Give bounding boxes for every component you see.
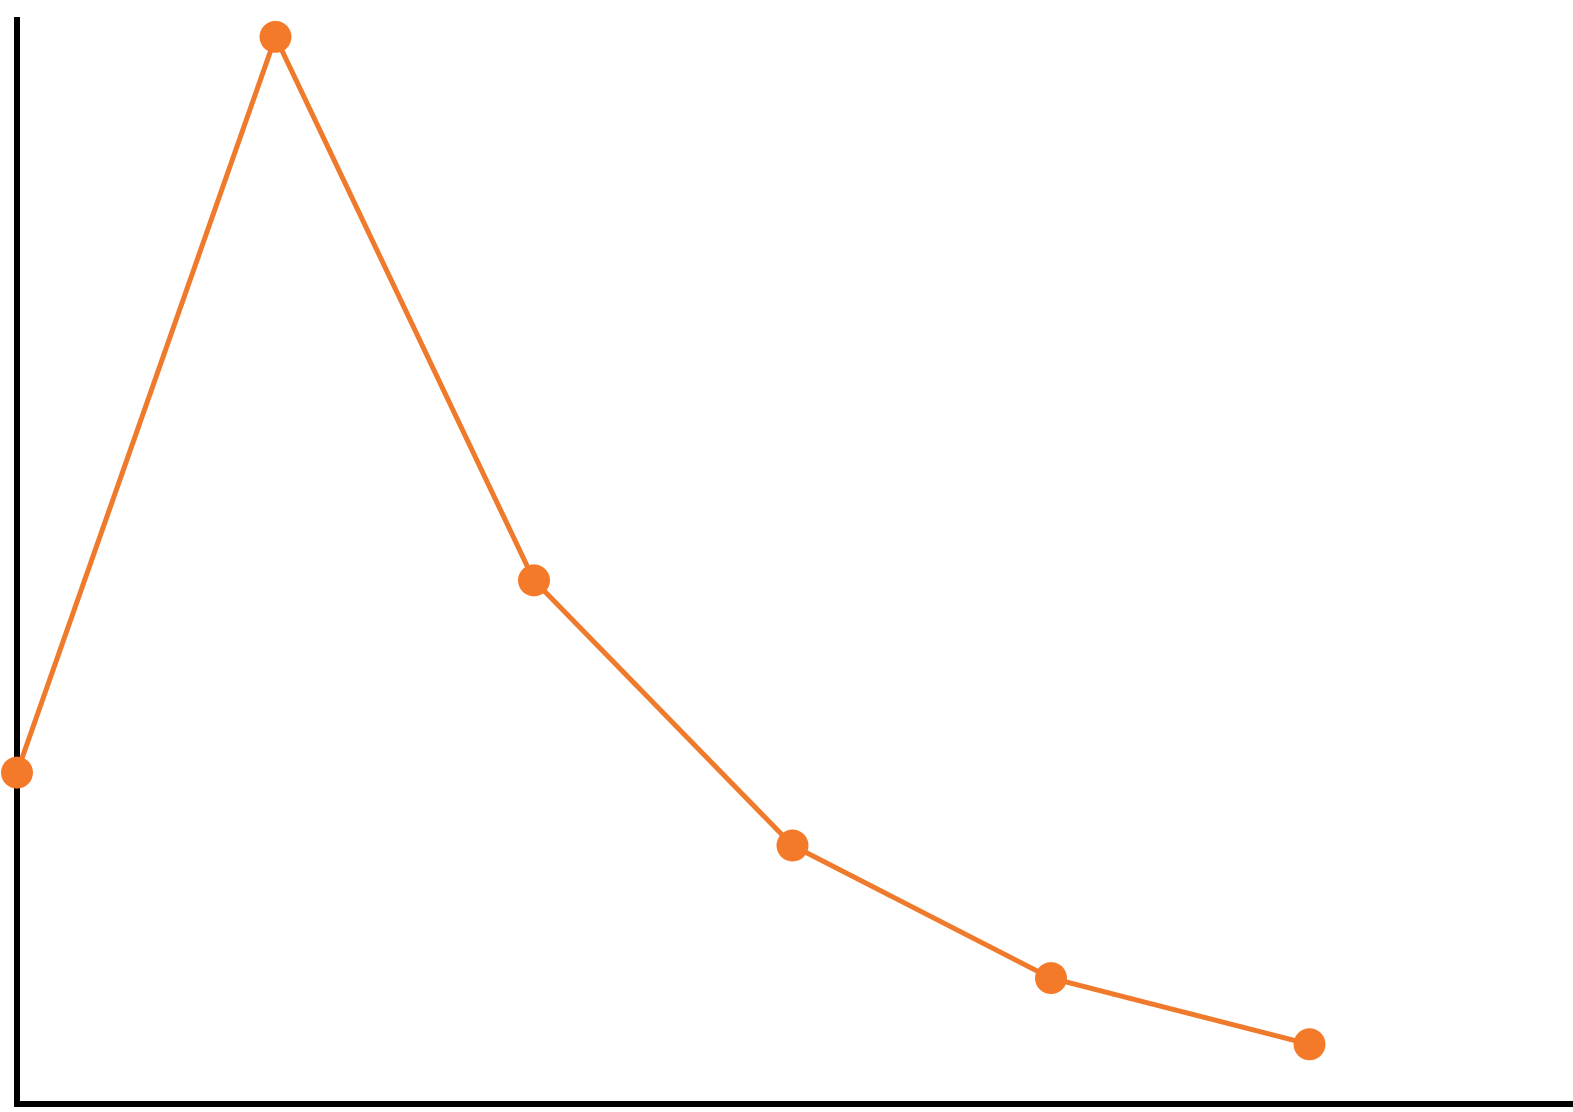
data-point [1035,962,1067,995]
data-point [259,20,292,53]
data-point [518,564,550,597]
series-layer [14,34,1311,1047]
data-point [776,829,809,862]
data-point [1293,1028,1326,1061]
series-line [14,34,1311,1047]
data-point [1,756,33,789]
marker-layer [1,20,1326,1061]
axis-layer [14,17,1573,1107]
